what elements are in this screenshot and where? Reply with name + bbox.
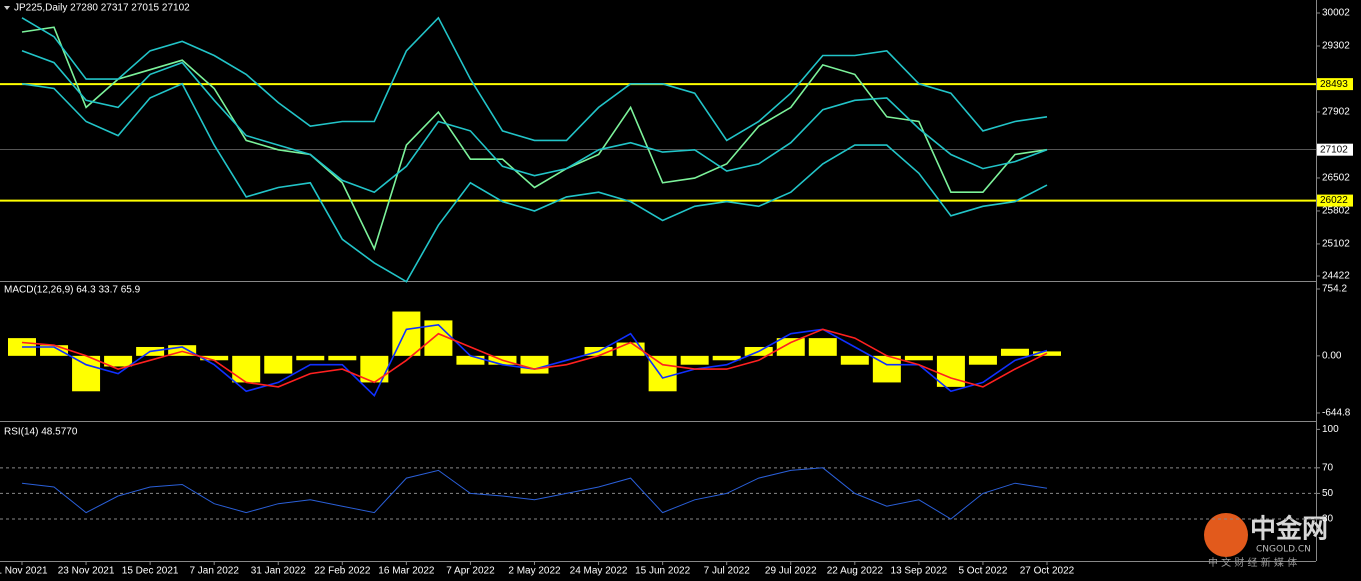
macd-bar bbox=[968, 355, 997, 365]
level-label-box bbox=[1317, 194, 1353, 207]
x-tick-label: 22 Aug 2022 bbox=[827, 566, 884, 577]
x-tick-label: 23 Nov 2021 bbox=[58, 566, 115, 577]
y-tick-label: 25102 bbox=[1322, 239, 1350, 250]
x-tick-label: 2 May 2022 bbox=[508, 566, 561, 577]
series-line bbox=[21, 82, 1048, 283]
x-tick-label: 7 Jan 2022 bbox=[189, 566, 239, 577]
y-tick-label: 50 bbox=[1322, 488, 1334, 499]
y-tick-label: 754.2 bbox=[1322, 284, 1347, 295]
x-tick-label: 29 Jul 2022 bbox=[765, 566, 817, 577]
macd-bar bbox=[264, 355, 293, 374]
macd-bar bbox=[168, 345, 197, 356]
y-tick-label: 27902 bbox=[1322, 107, 1350, 118]
x-tick-label: 13 Sep 2022 bbox=[891, 566, 948, 577]
macd-bar bbox=[232, 355, 261, 383]
x-tick-label: 24 May 2022 bbox=[570, 566, 628, 577]
x-tick-label: 7 Apr 2022 bbox=[446, 566, 495, 577]
macd-bar bbox=[200, 355, 229, 361]
macd-bar bbox=[456, 355, 485, 365]
macd-bar bbox=[296, 355, 325, 361]
macd-bar bbox=[936, 355, 965, 387]
watermark-slogan: 中 文 财 经 新 媒 体 bbox=[1208, 556, 1297, 569]
level-label: 26022 bbox=[1320, 195, 1348, 206]
y-tick-label: -644.8 bbox=[1322, 408, 1351, 419]
y-tick-label: 0.00 bbox=[1322, 350, 1342, 361]
y-tick-label: 26502 bbox=[1322, 173, 1350, 184]
menu-icon bbox=[4, 6, 10, 10]
series-line bbox=[21, 467, 1048, 520]
current-price-box bbox=[1317, 143, 1353, 156]
rsi-title: RSI(14) 48.5770 bbox=[4, 427, 78, 438]
macd-bar bbox=[1000, 348, 1029, 356]
level-label-box bbox=[1317, 78, 1353, 91]
x-tick-label: 15 Dec 2021 bbox=[122, 566, 179, 577]
current-price-label: 27102 bbox=[1320, 144, 1348, 155]
x-tick-label: 5 Oct 2022 bbox=[958, 566, 1007, 577]
y-tick-label: 24422 bbox=[1322, 271, 1350, 282]
x-tick-label: 7 Jul 2022 bbox=[704, 566, 751, 577]
macd-bar bbox=[808, 338, 837, 356]
macd-title: MACD(12,26,9) 64.3 33.7 65.9 bbox=[4, 285, 141, 296]
series-line bbox=[21, 26, 1048, 251]
series-line bbox=[21, 50, 1048, 194]
x-tick-label: 15 Jun 2022 bbox=[635, 566, 690, 577]
macd-bar bbox=[104, 355, 133, 367]
series-line bbox=[21, 328, 1048, 388]
x-tick-label: 31 Jan 2022 bbox=[251, 566, 306, 577]
price-title: JP225,Daily 27280 27317 27015 27102 bbox=[14, 3, 190, 14]
macd-bar bbox=[40, 345, 69, 356]
y-tick-label: 25802 bbox=[1322, 206, 1350, 217]
watermark-site: CNGOLD.CN bbox=[1256, 545, 1311, 555]
macd-bar bbox=[520, 355, 549, 374]
macd-bar bbox=[904, 355, 933, 361]
y-tick-label: 70 bbox=[1322, 462, 1334, 473]
macd-bar bbox=[328, 355, 357, 361]
macd-bar bbox=[712, 355, 741, 361]
x-tick-label: 1 Nov 2021 bbox=[0, 566, 48, 577]
macd-bar bbox=[680, 355, 709, 365]
x-tick-label: 16 Mar 2022 bbox=[378, 566, 435, 577]
macd-bar bbox=[648, 355, 677, 392]
x-tick-label: 22 Feb 2022 bbox=[314, 566, 371, 577]
y-tick-label: 30 bbox=[1322, 514, 1334, 525]
macd-bar bbox=[776, 338, 805, 356]
y-tick-label: 30002 bbox=[1322, 8, 1350, 19]
watermark-logo: 中金网 bbox=[1250, 514, 1328, 545]
y-tick-label: 29302 bbox=[1322, 41, 1350, 52]
level-label: 28493 bbox=[1320, 79, 1348, 90]
macd-bar bbox=[840, 355, 869, 365]
y-tick-label: 100 bbox=[1322, 424, 1339, 435]
series-line bbox=[21, 16, 1048, 142]
x-tick-label: 27 Oct 2022 bbox=[1020, 566, 1075, 577]
watermark-logo-icon bbox=[1204, 513, 1248, 557]
macd-bar bbox=[72, 355, 101, 392]
